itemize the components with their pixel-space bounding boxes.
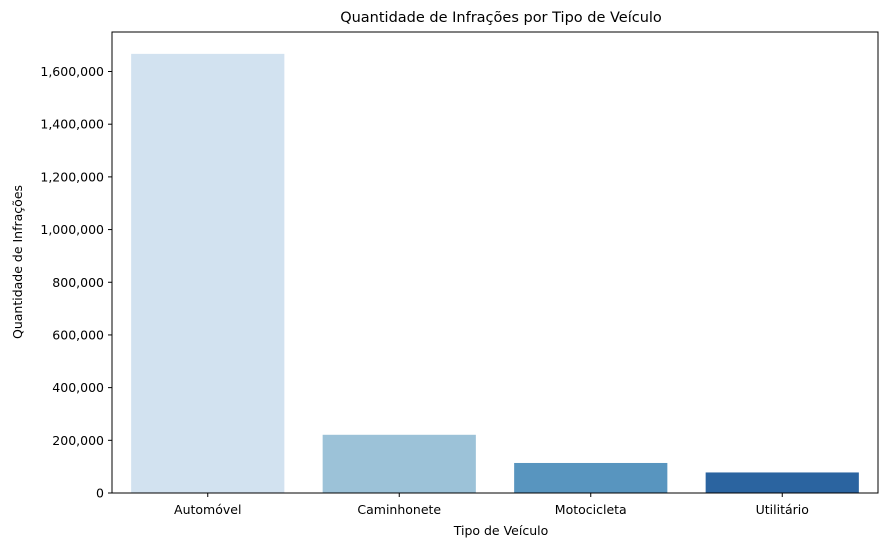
- bar-2: [514, 462, 668, 493]
- y-tick-label: 1,600,000: [40, 64, 104, 79]
- y-tick-label: 1,400,000: [40, 117, 104, 132]
- y-tick-label: 1,000,000: [40, 222, 104, 237]
- y-tick-label: 400,000: [52, 380, 104, 395]
- bar-1: [322, 434, 476, 493]
- bar-3: [705, 472, 859, 493]
- bar-0: [131, 53, 285, 494]
- y-tick-label: 0: [96, 486, 104, 501]
- chart-title: Quantidade de Infrações por Tipo de Veíc…: [340, 10, 662, 26]
- y-axis-label: Quantidade de Infrações: [10, 185, 25, 339]
- x-tick-label: Automóvel: [174, 502, 241, 517]
- plot-frame: [111, 31, 879, 494]
- x-tick-label: Caminhonete: [357, 502, 441, 517]
- y-tick-label: 1,200,000: [40, 169, 104, 184]
- y-tick-label: 800,000: [52, 275, 104, 290]
- x-tick-label: Motocicleta: [555, 502, 627, 517]
- x-axis-label: Tipo de Veículo: [453, 523, 549, 538]
- x-tick-label: Utilitário: [756, 502, 809, 517]
- y-tick-label: 600,000: [52, 327, 104, 342]
- y-tick-label: 200,000: [52, 433, 104, 448]
